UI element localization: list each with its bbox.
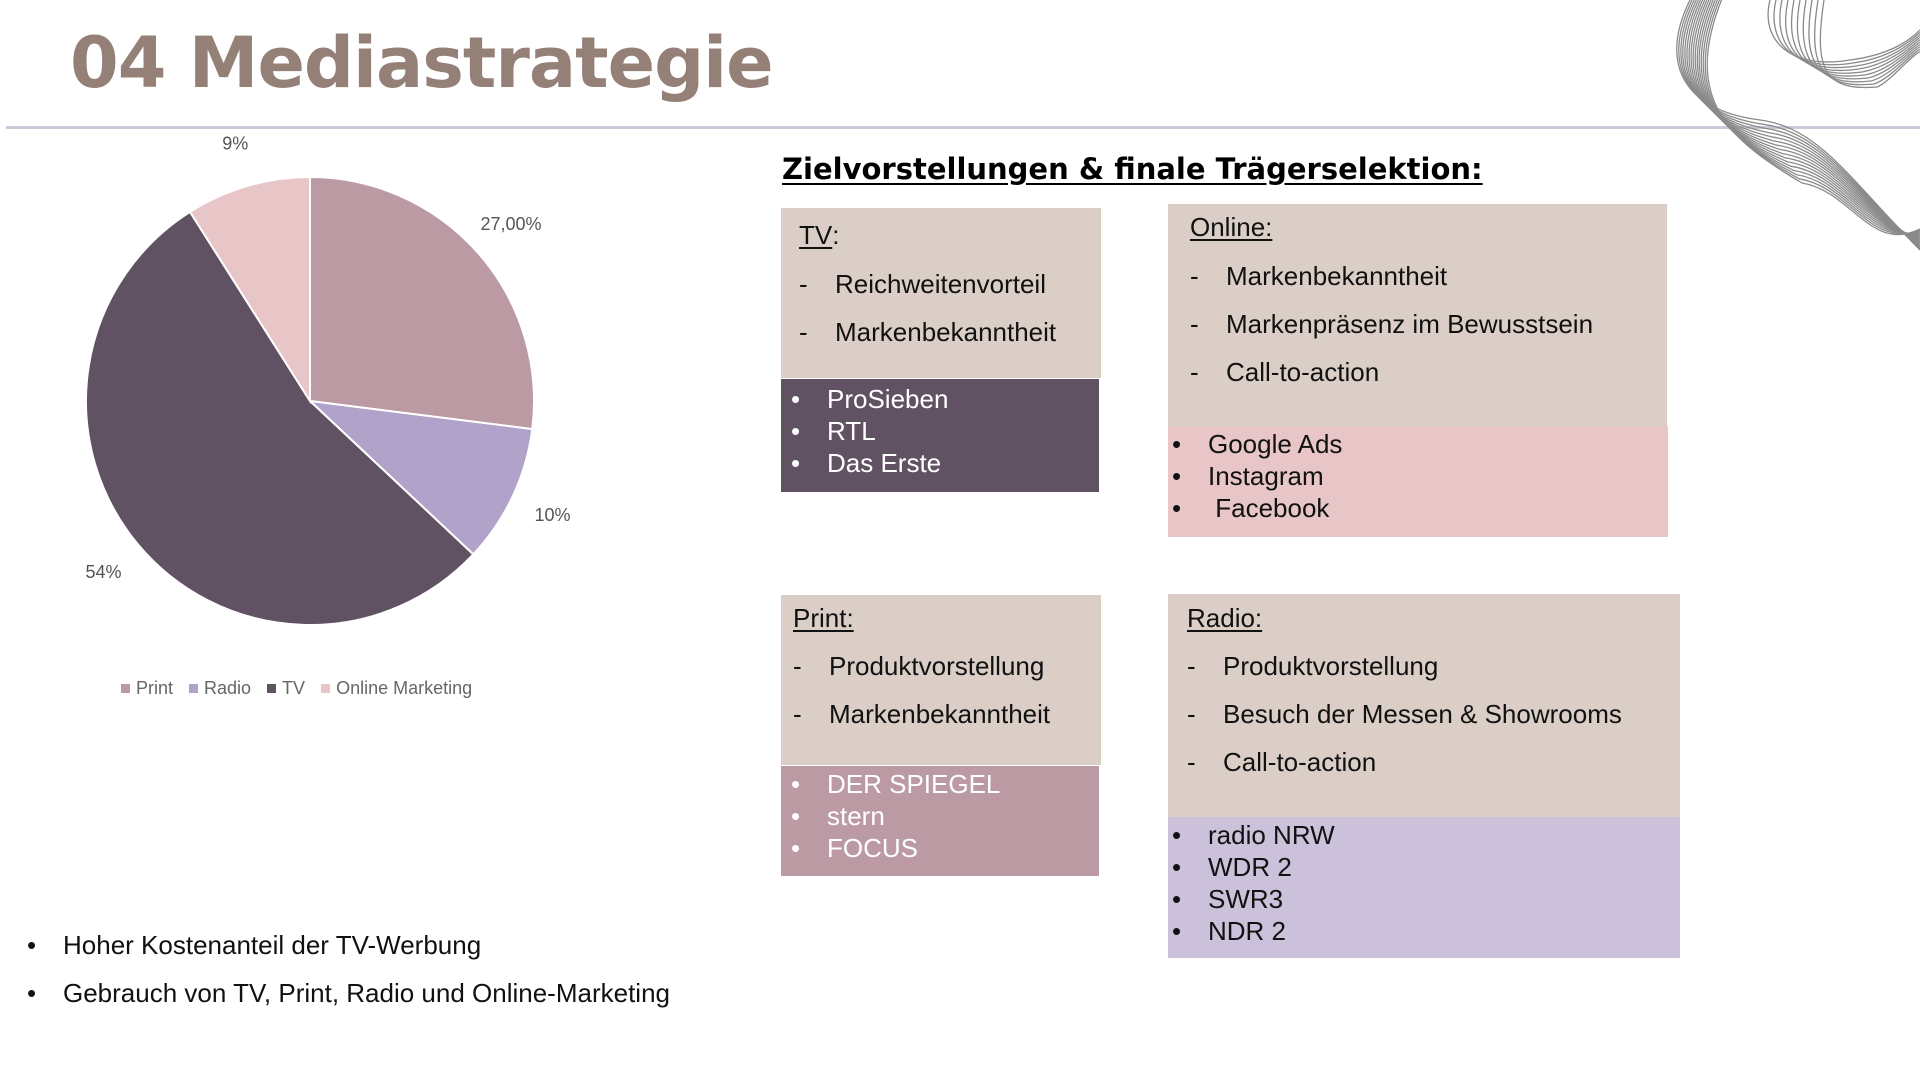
- pie-slice-radio: [307, 399, 534, 556]
- title-divider: [6, 126, 1920, 129]
- pie-label-print: 27,00%: [480, 214, 541, 234]
- summary-notes: Hoher Kostenanteil der TV-Werbung Gebrau…: [25, 930, 670, 1026]
- radio-goals-box: Radio: Produktvorstellung Besuch der Mes…: [1168, 594, 1680, 817]
- tv-carrier-2: RTL: [791, 416, 875, 447]
- legend-swatch-online: [321, 684, 331, 693]
- legend-item-online: Online Marketing: [321, 678, 472, 699]
- tv-carrier-3: Das Erste: [791, 448, 941, 479]
- print-goals-box: Print: Produktvorstellung Markenbekannth…: [781, 595, 1101, 765]
- legend-swatch-tv: [267, 684, 277, 693]
- online-carriers-box: Google Ads Instagram Facebook: [1168, 426, 1668, 537]
- note-item: Hoher Kostenanteil der TV-Werbung: [25, 930, 670, 978]
- tv-heading-colon: :: [832, 220, 840, 250]
- legend-item-print: Print: [121, 678, 173, 699]
- online-goals-box: Online: Markenbekanntheit Markenpräsenz …: [1168, 204, 1667, 426]
- legend-label-online: Online Marketing: [336, 678, 473, 698]
- tv-goal-1: Reichweitenvorteil: [799, 269, 1046, 300]
- legend-swatch-radio: [189, 684, 199, 693]
- print-goal-1: Produktvorstellung: [793, 651, 1044, 682]
- online-carrier-2: Instagram: [1172, 461, 1323, 492]
- tv-heading-text: TV: [799, 220, 833, 250]
- page-title: 04 Mediastrategie: [70, 22, 774, 104]
- online-heading: Online:: [1190, 212, 1273, 242]
- pie-label-tv: 54%: [85, 562, 121, 582]
- online-goal-2: Markenpräsenz im Bewusstsein: [1190, 309, 1593, 340]
- online-goal-3: Call-to-action: [1190, 357, 1379, 388]
- legend-label-tv: TV: [282, 678, 306, 698]
- print-goal-2: Markenbekanntheit: [793, 699, 1050, 730]
- tv-heading: TV:: [799, 220, 839, 251]
- legend-label-print: Print: [136, 678, 174, 698]
- section-title: Zielvorstellungen & finale Trägerselekti…: [782, 152, 1483, 186]
- pie-label-radio: 10%: [534, 505, 570, 525]
- radio-carriers-box: radio NRW WDR 2 SWR3 NDR 2: [1168, 817, 1680, 958]
- legend-label-radio: Radio: [204, 678, 252, 698]
- print-carrier-1: DER SPIEGEL: [791, 769, 1000, 800]
- pie-slice-tv: [85, 210, 475, 626]
- legend-swatch-print: [121, 684, 130, 693]
- pie-label-online: 9%: [222, 134, 248, 154]
- online-goal-1: Markenbekanntheit: [1190, 261, 1447, 292]
- legend-item-tv: TV: [267, 678, 305, 699]
- tv-carriers-box: ProSieben RTL Das Erste: [781, 379, 1099, 492]
- online-carrier-1: Google Ads: [1172, 429, 1343, 460]
- contour-lines-decoration: [1676, 0, 1920, 251]
- print-heading: Print:: [793, 603, 854, 633]
- pie-slice-online: [188, 175, 311, 405]
- tv-goals-box: TV: Reichweitenvorteil Markenbekanntheit: [781, 208, 1101, 378]
- radio-carrier-4: NDR 2: [1172, 916, 1286, 947]
- radio-goal-1: Produktvorstellung: [1187, 651, 1438, 682]
- radio-carrier-2: WDR 2: [1172, 852, 1292, 883]
- tv-carrier-1: ProSieben: [791, 384, 949, 415]
- radio-carrier-3: SWR3: [1172, 884, 1283, 915]
- tv-goal-2: Markenbekanntheit: [799, 317, 1056, 348]
- radio-carrier-1: radio NRW: [1172, 820, 1335, 851]
- radio-heading: Radio:: [1187, 603, 1263, 633]
- pie-chart-svg: 27,00% 10% 54% 9%: [85, 134, 571, 626]
- print-carrier-2: stern: [791, 801, 885, 832]
- online-carrier-3: Facebook: [1172, 493, 1330, 524]
- print-carriers-box: DER SPIEGEL stern FOCUS: [781, 766, 1099, 876]
- legend-item-radio: Radio: [189, 678, 251, 699]
- radio-goal-3: Call-to-action: [1187, 747, 1376, 778]
- radio-goal-2: Besuch der Messen & Showrooms: [1187, 699, 1622, 730]
- pie-chart: 27,00% 10% 54% 9%: [0, 130, 600, 675]
- pie-slice-print: [309, 175, 535, 431]
- chart-legend: Print Radio TV Online Marketing: [121, 678, 472, 699]
- note-item: Gebrauch von TV, Print, Radio und Online…: [25, 978, 670, 1026]
- print-carrier-3: FOCUS: [791, 833, 918, 864]
